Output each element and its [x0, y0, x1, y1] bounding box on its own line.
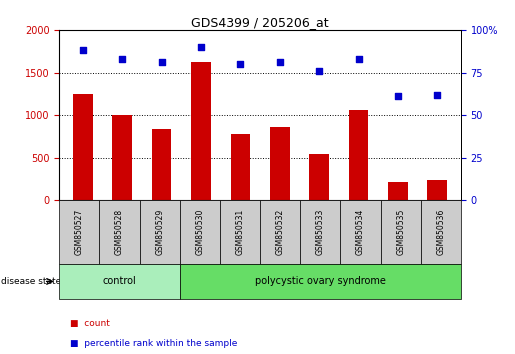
Point [236, 61, 245, 67]
Bar [73, 94, 93, 200]
Bar [191, 62, 211, 200]
Text: GSM850530: GSM850530 [195, 209, 204, 255]
Point [433, 92, 441, 97]
Point [79, 48, 87, 53]
Bar [231, 134, 250, 200]
Text: GSM850531: GSM850531 [235, 209, 245, 255]
Point [354, 56, 363, 62]
Text: control: control [102, 276, 136, 286]
Text: GSM850529: GSM850529 [155, 209, 164, 255]
Point [315, 68, 323, 74]
Text: ■  percentile rank within the sample: ■ percentile rank within the sample [70, 339, 237, 348]
Title: GDS4399 / 205206_at: GDS4399 / 205206_at [191, 16, 329, 29]
Bar [349, 110, 368, 200]
Text: ■  count: ■ count [70, 319, 109, 329]
Bar [112, 115, 132, 200]
Text: GSM850536: GSM850536 [436, 209, 445, 255]
Point [158, 59, 166, 65]
Bar [427, 180, 447, 200]
Text: GSM850534: GSM850534 [356, 209, 365, 255]
Point [394, 93, 402, 99]
Point [197, 44, 205, 50]
Bar [310, 154, 329, 200]
Bar [152, 130, 171, 200]
Text: GSM850527: GSM850527 [75, 209, 84, 255]
Text: GSM850533: GSM850533 [316, 209, 325, 255]
Text: GSM850532: GSM850532 [276, 209, 285, 255]
Text: GSM850535: GSM850535 [396, 209, 405, 255]
Text: disease state: disease state [1, 277, 61, 286]
Bar [270, 127, 289, 200]
Text: GSM850528: GSM850528 [115, 209, 124, 255]
Text: polycystic ovary syndrome: polycystic ovary syndrome [255, 276, 386, 286]
Point [118, 56, 126, 62]
Bar [388, 182, 408, 200]
Point [276, 59, 284, 65]
